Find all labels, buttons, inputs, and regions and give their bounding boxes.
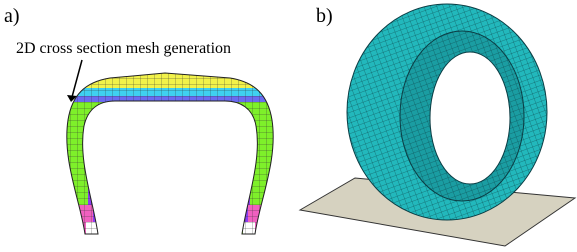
tire-3d (347, 4, 547, 220)
annotation: 2D cross section mesh generation (16, 40, 231, 57)
cross-section (55, 60, 288, 250)
figure: a) 2D cross section mesh generation b) (0, 0, 577, 252)
panel-label: b) (316, 5, 333, 27)
panel-label: a) (4, 5, 20, 27)
